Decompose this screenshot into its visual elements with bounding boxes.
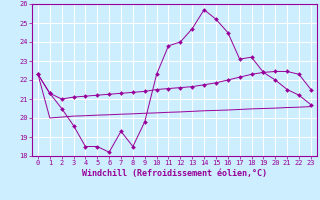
X-axis label: Windchill (Refroidissement éolien,°C): Windchill (Refroidissement éolien,°C) bbox=[82, 169, 267, 178]
